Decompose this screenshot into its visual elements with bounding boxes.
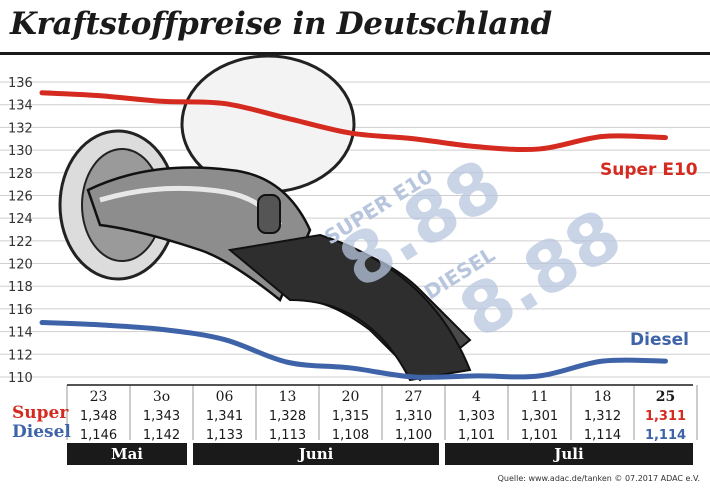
table-value-diesel: 1,101 <box>521 428 558 443</box>
table-value-super: 1,311 <box>645 409 686 424</box>
table-value-diesel: 1,113 <box>269 428 306 443</box>
y-tick-label: 134 <box>8 99 33 114</box>
table-value-super: 1,343 <box>143 409 180 424</box>
y-tick-label: 118 <box>8 280 33 295</box>
y-tick-label: 132 <box>8 121 33 136</box>
title-rule <box>0 52 710 55</box>
table-value-super: 1,315 <box>332 409 369 424</box>
row-label-super: Super <box>12 403 69 423</box>
month-label-juli: Juli <box>445 443 693 465</box>
x-tick-label: 27 <box>405 389 423 405</box>
x-tick-label: 3o <box>153 389 170 405</box>
y-tick-label: 114 <box>8 326 33 341</box>
x-tick-label: 23 <box>90 389 108 405</box>
table-value-super: 1,301 <box>521 409 558 424</box>
series-lines <box>39 90 668 380</box>
series-label-super-e10: Super E10 <box>600 160 698 180</box>
x-tick-label: 18 <box>594 389 612 405</box>
y-tick-label: 124 <box>8 212 33 227</box>
table-value-super: 1,341 <box>206 409 243 424</box>
x-tick-label: 06 <box>216 389 234 405</box>
y-tick-label: 128 <box>8 167 33 182</box>
month-label-juni: Juni <box>193 443 439 465</box>
y-axis-ticks: 110 112 114 116 118 120 122 124 126 128 130 132 134 1… <box>8 76 33 386</box>
x-tick-label: 13 <box>279 389 297 405</box>
price-table: 23 3o 06 13 20 27 4 11 18 25 1,348 1,343 1,341 1,328 1… <box>80 389 686 443</box>
table-value-super: 1,312 <box>584 409 621 424</box>
fuel-nozzle-illustration <box>58 54 472 382</box>
nozzle-grip <box>227 233 472 382</box>
table-value-super: 1,303 <box>458 409 495 424</box>
row-label-diesel: Diesel <box>12 422 71 442</box>
page-title: Kraftstoffpreise in Deutschland <box>10 6 552 42</box>
table-value-diesel: 1,114 <box>584 428 621 443</box>
table-value-diesel: 1,108 <box>332 428 369 443</box>
y-tick-label: 130 <box>8 144 33 159</box>
x-tick-label: 20 <box>342 389 360 405</box>
series-label-diesel: Diesel <box>630 330 689 350</box>
series-line-diesel <box>39 320 668 380</box>
table-value-super: 1,348 <box>80 409 117 424</box>
table-value-diesel: 1,101 <box>458 428 495 443</box>
table-value-diesel: 1,146 <box>80 428 117 443</box>
table-value-super: 1,310 <box>395 409 432 424</box>
source-note: Quelle: www.adac.de/tanken © 07.2017 ADA… <box>497 474 700 483</box>
cap-knob <box>257 194 281 234</box>
y-tick-label: 120 <box>8 258 33 273</box>
y-tick-label: 126 <box>8 189 33 204</box>
table-value-super: 1,328 <box>269 409 306 424</box>
y-tick-label: 136 <box>8 76 33 91</box>
y-tick-label: 116 <box>8 303 33 318</box>
month-label-mai: Mai <box>67 443 187 465</box>
x-tick-label: 25 <box>656 389 675 405</box>
table-value-diesel: 1,114 <box>645 428 686 443</box>
x-tick-label: 4 <box>472 389 481 405</box>
y-tick-label: 122 <box>8 235 33 250</box>
table-value-diesel: 1,100 <box>395 428 432 443</box>
y-tick-label: 110 <box>8 371 33 386</box>
table-value-diesel: 1,133 <box>206 428 243 443</box>
x-tick-label: 11 <box>531 389 549 405</box>
y-tick-label: 112 <box>8 348 33 363</box>
table-value-diesel: 1,142 <box>143 428 180 443</box>
